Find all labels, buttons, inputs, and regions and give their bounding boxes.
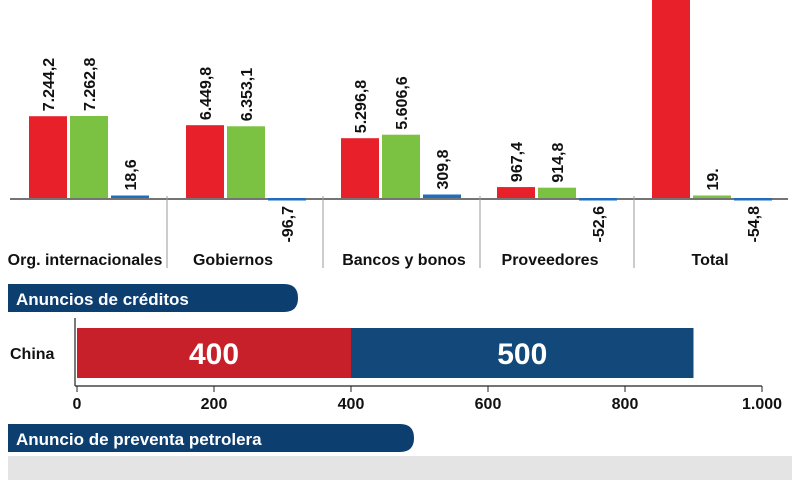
x-tick-label: 1.000 bbox=[742, 396, 782, 413]
x-tick-label: 400 bbox=[338, 396, 365, 413]
bar-s1-proveedores bbox=[497, 187, 535, 198]
bar-s1-gobiernos bbox=[186, 125, 224, 198]
category-label: Bancos y bonos bbox=[342, 252, 466, 269]
creditos-header-bg bbox=[8, 284, 298, 312]
segment-2 bbox=[351, 328, 694, 378]
stacked-hbar-chart: 0 200 400 600 800 1.000 China 400 500 bbox=[10, 318, 782, 413]
preventa-header: Anuncio de preventa petrolera bbox=[16, 430, 262, 449]
data-label: 19. bbox=[705, 168, 722, 190]
preventa-header-bg bbox=[8, 424, 414, 452]
bar-s3-bancos-y-bonos bbox=[423, 194, 461, 198]
preventa-panel bbox=[8, 456, 792, 480]
creditos-header: Anuncios de créditos bbox=[16, 290, 189, 309]
data-label: 7.262,8 bbox=[82, 58, 99, 111]
section-headers: Anuncios de créditos Anuncio de preventa … bbox=[8, 284, 792, 480]
data-label: 6.449,8 bbox=[198, 67, 215, 120]
data-label: -54,8 bbox=[746, 206, 763, 243]
data-label: 18,6 bbox=[123, 159, 140, 190]
bar-s2-org-internacionales bbox=[70, 116, 108, 198]
bar-s3-proveedores bbox=[579, 198, 617, 201]
data-label: 7.244,2 bbox=[41, 58, 58, 111]
bar-s3-gobiernos bbox=[268, 198, 306, 201]
bar-s2-proveedores bbox=[538, 187, 576, 198]
bar-s3-org-internacionales bbox=[111, 195, 149, 198]
bar-s2-bancos-y-bonos bbox=[382, 134, 420, 198]
data-label: -52,6 bbox=[591, 206, 608, 243]
x-tick-label: 800 bbox=[612, 396, 639, 413]
data-label: 5.606,6 bbox=[394, 76, 411, 129]
x-tick-label: 0 bbox=[73, 396, 82, 413]
category-label: Org. internacionales bbox=[8, 252, 163, 269]
segment-label: 400 bbox=[189, 338, 239, 371]
category-label: Total bbox=[691, 252, 728, 269]
bar-s2-total bbox=[693, 195, 731, 198]
x-tick-label: 600 bbox=[475, 396, 502, 413]
segment-label: 500 bbox=[497, 338, 547, 371]
bar-s1-total bbox=[652, 0, 690, 199]
segment-1 bbox=[77, 328, 351, 378]
data-label: 914,8 bbox=[550, 143, 567, 183]
bar-s1-org-internacionales bbox=[29, 116, 67, 198]
grouped-bar-chart: 7.244,2 6.449,8 5.296,8 967,4 7.262,8 6.353,1… bbox=[8, 0, 788, 269]
data-label: -96,7 bbox=[280, 206, 297, 243]
category-label: Proveedores bbox=[502, 252, 599, 269]
data-label: 309,8 bbox=[435, 149, 452, 189]
category-label: Gobiernos bbox=[193, 252, 273, 269]
data-label: 6.353,1 bbox=[239, 68, 256, 121]
x-tick-label: 200 bbox=[201, 396, 228, 413]
data-label: 5.296,8 bbox=[353, 80, 370, 133]
bar-s2-gobiernos bbox=[227, 126, 265, 198]
data-label: 967,4 bbox=[509, 142, 526, 182]
category-label-china: China bbox=[10, 346, 55, 363]
bar-s3-total bbox=[734, 198, 772, 201]
bar-s1-bancos-y-bonos bbox=[341, 138, 379, 198]
